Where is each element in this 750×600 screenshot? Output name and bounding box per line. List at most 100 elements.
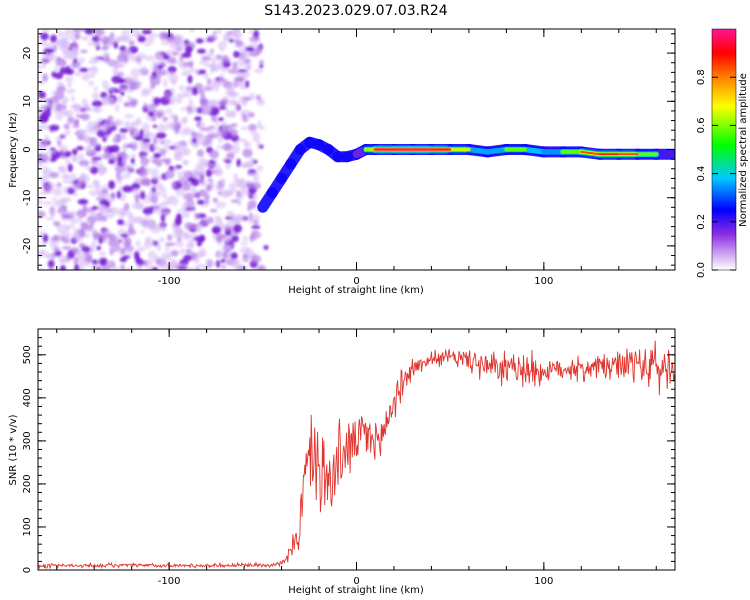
noise-blob [240, 97, 246, 103]
noise-blob [157, 71, 162, 80]
noise-blob [101, 188, 108, 194]
noise-blob [215, 259, 221, 268]
noise-blob [247, 200, 257, 209]
noise-blob [197, 149, 204, 157]
noise-blob [195, 38, 204, 44]
noise-blob [66, 81, 72, 88]
noise-blob [108, 180, 116, 190]
colorbar-tick-label: 0.6 [696, 117, 707, 133]
noise-blob [59, 254, 67, 264]
noise-blob [194, 267, 200, 270]
noise-blob [166, 35, 176, 43]
noise-blob [198, 247, 207, 257]
noise-blob [173, 121, 182, 131]
noise-blob [245, 183, 255, 189]
noise-blob [160, 69, 167, 76]
noise-blob [165, 251, 173, 261]
noise-blob [152, 158, 157, 164]
noise-blob [124, 164, 134, 174]
snr-y-tick-label: 0 [22, 567, 33, 573]
noise-blob [145, 236, 152, 244]
noise-blob [209, 163, 216, 168]
noise-blob [70, 95, 76, 102]
noise-blob [147, 258, 154, 268]
noise-blob [62, 186, 69, 194]
ridge-layer-4 [374, 148, 639, 156]
noise-blob [205, 258, 214, 265]
noise-blob [64, 129, 71, 135]
noise-blob [54, 250, 62, 257]
noise-blob [217, 29, 222, 35]
noise-blob [102, 80, 110, 89]
noise-blob [226, 220, 232, 229]
noise-blob [131, 29, 140, 38]
noise-blob [153, 136, 158, 145]
noise-blob [70, 103, 81, 110]
noise-blob [186, 171, 191, 177]
noise-blob [42, 73, 49, 82]
noise-blob [217, 242, 223, 246]
noise-blob [222, 96, 229, 100]
noise-blob [228, 91, 240, 98]
noise-blob [234, 32, 240, 41]
noise-blob [184, 222, 194, 231]
noise-blob [135, 240, 141, 246]
noise-blob [103, 229, 112, 234]
noise-blob [94, 141, 99, 147]
noise-blob [251, 225, 261, 229]
noise-blob [87, 121, 98, 126]
noise-blob [206, 78, 212, 85]
noise-blob [69, 173, 77, 182]
noise-blob [191, 87, 198, 96]
noise-blob [215, 54, 223, 60]
noise-blob [72, 247, 80, 255]
noise-blob [192, 170, 200, 178]
noise-blob [65, 224, 75, 229]
noise-blob [65, 29, 76, 34]
snr-x-axis-label: Height of straight line (km) [288, 585, 424, 596]
noise-blob [194, 137, 206, 142]
noise-blob [224, 190, 235, 196]
noise-blob [107, 40, 113, 48]
noise-blob [169, 41, 181, 50]
noise-blob [151, 60, 161, 67]
noise-blob [79, 49, 88, 54]
noise-blob [232, 173, 239, 183]
noise-blob [236, 138, 248, 143]
noise-blob [74, 32, 81, 40]
noise-blob [212, 31, 218, 35]
noise-blob [127, 228, 137, 236]
noise-blob [205, 169, 213, 178]
noise-blob [202, 56, 212, 61]
noise-blob [70, 61, 81, 69]
noise-blob [116, 95, 123, 103]
noise-blob [77, 57, 85, 64]
noise-blobs [38, 29, 269, 270]
noise-blob [104, 86, 116, 92]
noise-blob [116, 152, 126, 157]
noise-blob [56, 81, 63, 86]
noise-blob [62, 96, 69, 104]
noise-blob [68, 50, 78, 59]
noise-blob [70, 217, 78, 225]
noise-blob [79, 67, 89, 73]
noise-blob [211, 225, 222, 235]
noise-blob [39, 175, 51, 180]
noise-blob [162, 192, 167, 199]
noise-blob [41, 38, 48, 48]
noise-blob [224, 159, 232, 164]
noise-blob [144, 55, 155, 61]
noise-blob [98, 251, 106, 256]
x-tick-label: 0 [353, 276, 359, 287]
noise-blob [85, 165, 93, 171]
noise-blob [230, 109, 237, 118]
noise-blob [174, 217, 182, 226]
noise-blob [205, 106, 212, 115]
noise-blob [55, 114, 64, 121]
snr-axes: -100 0 100 0 100 200 300 400 500 [22, 329, 675, 587]
noise-blob [203, 219, 211, 223]
noise-blob [66, 88, 76, 94]
noise-blob [168, 98, 175, 104]
noise-blob [223, 244, 234, 251]
